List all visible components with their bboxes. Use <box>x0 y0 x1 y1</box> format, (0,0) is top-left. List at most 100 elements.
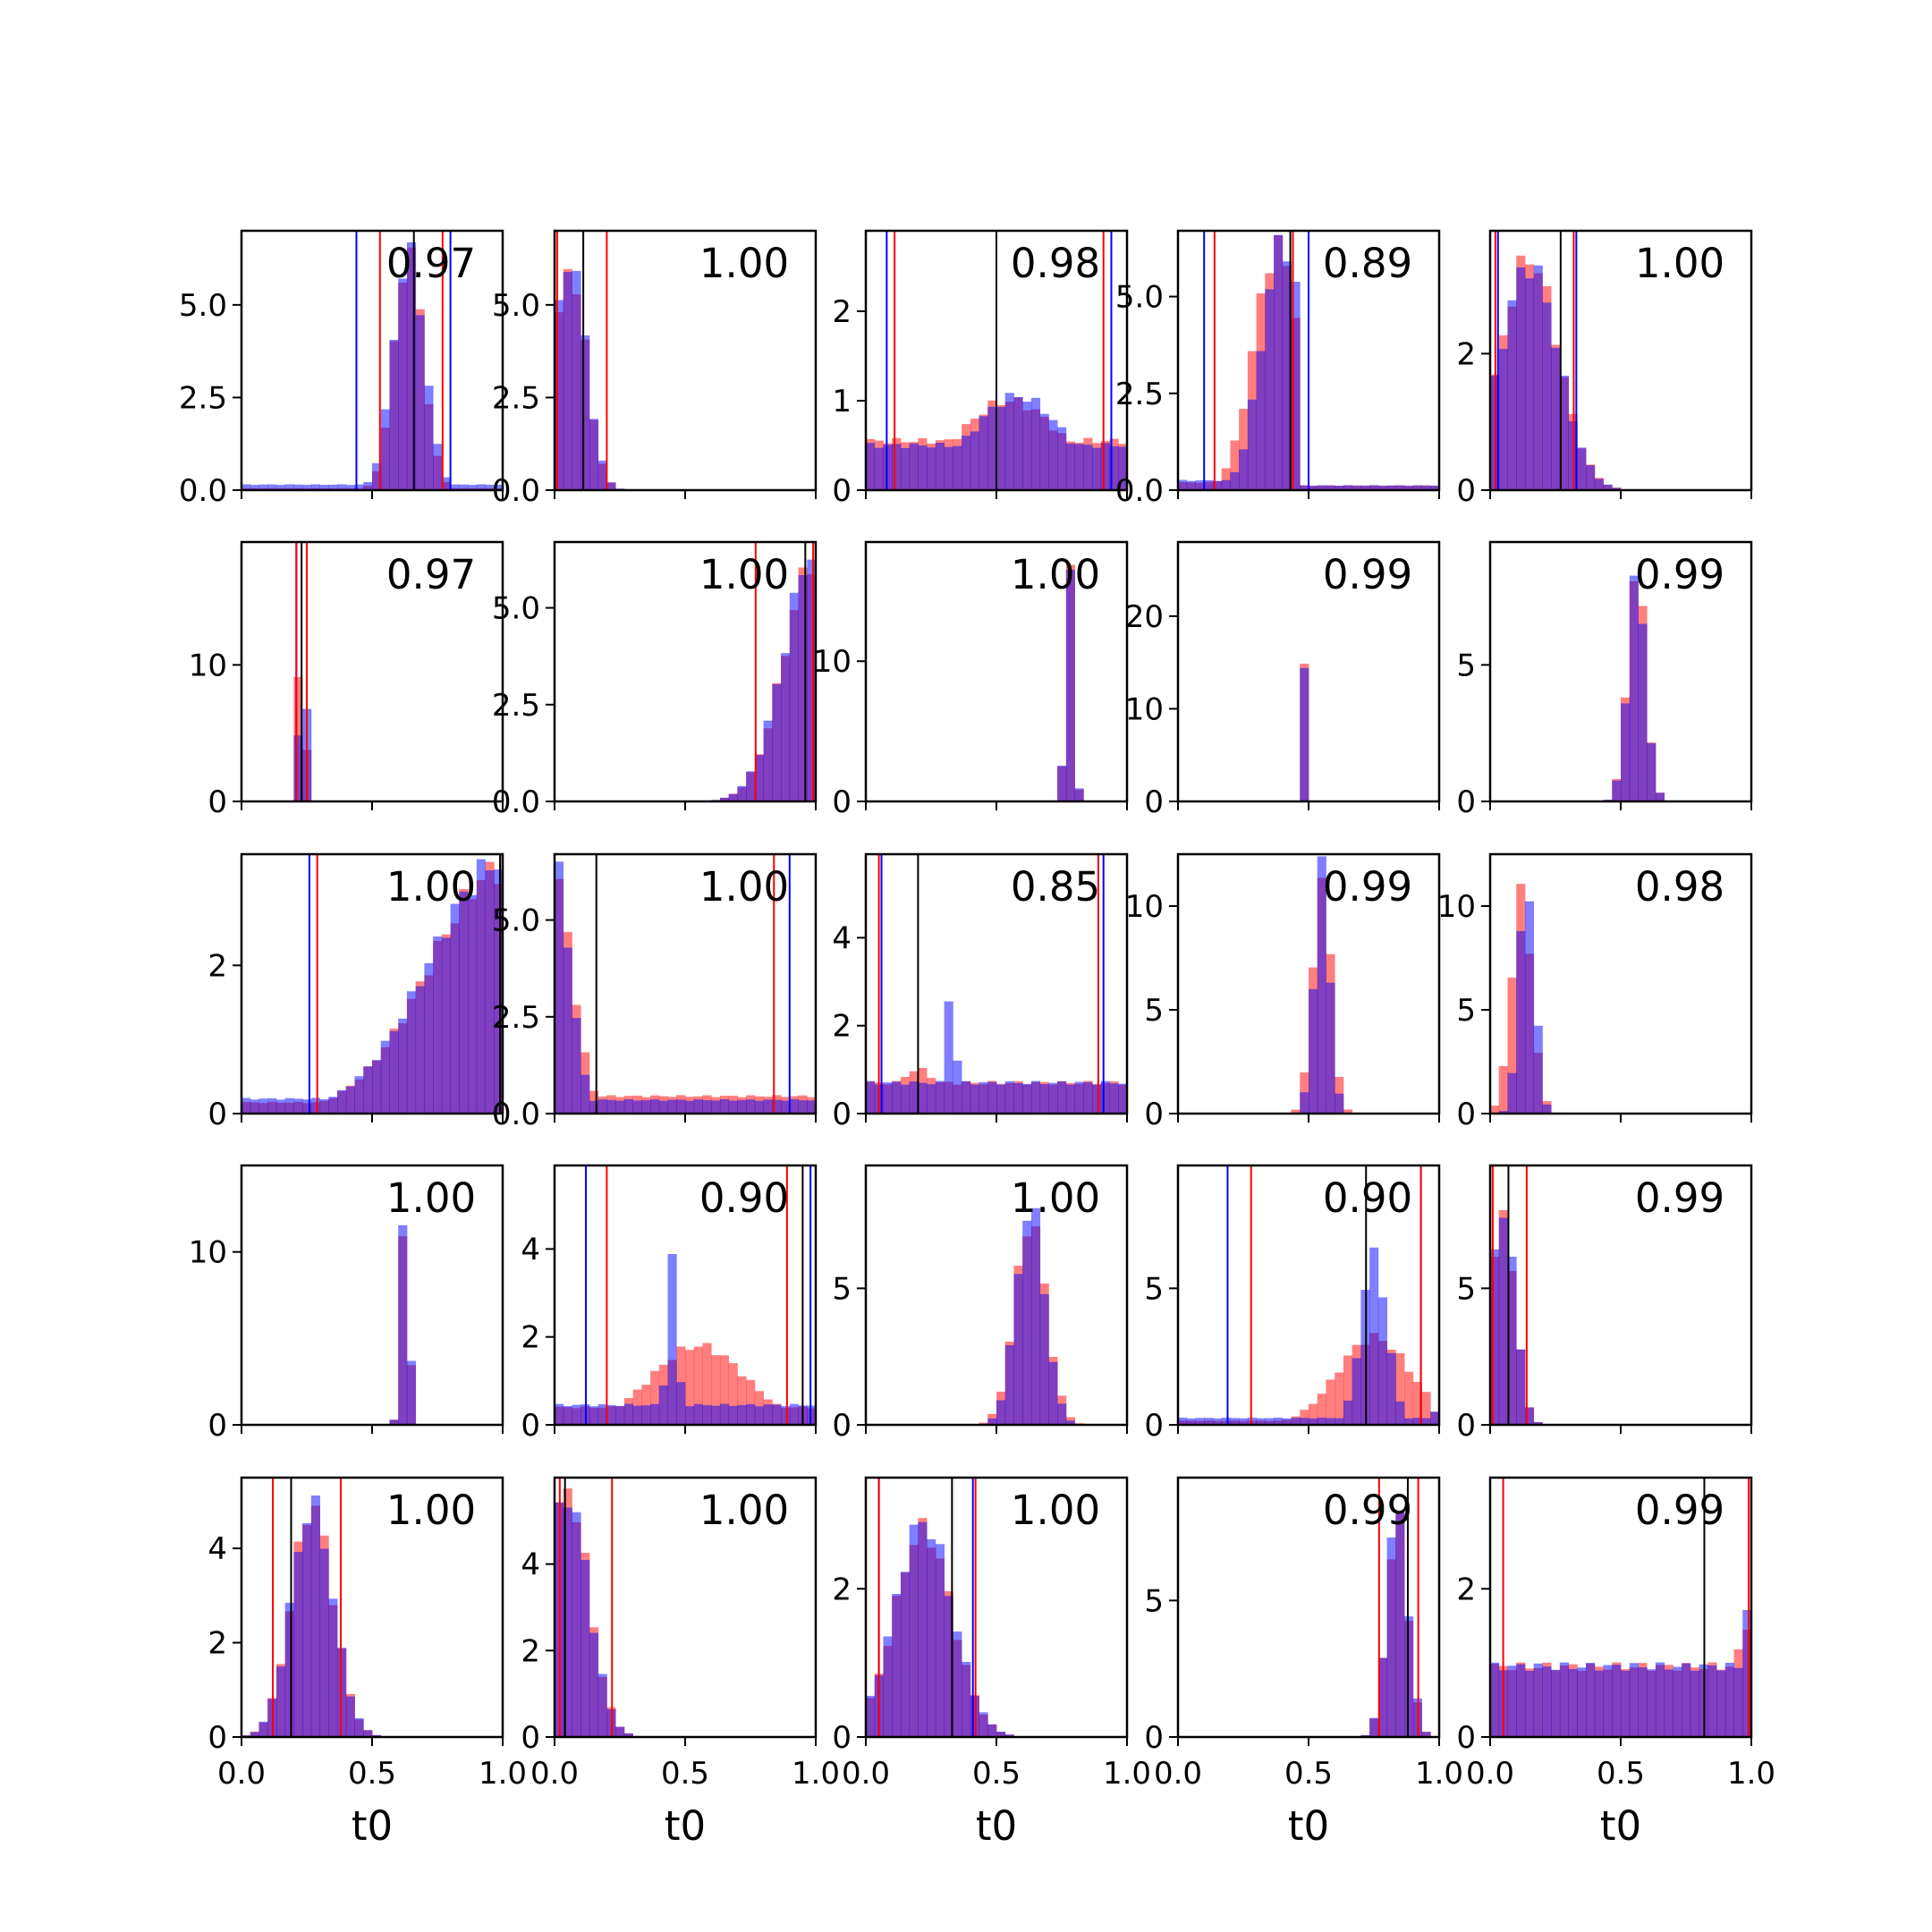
blue-histogram-bar <box>1377 486 1387 490</box>
blue-histogram-bar <box>1256 1418 1266 1425</box>
blue-histogram-bar <box>1239 449 1249 490</box>
blue-histogram-bar <box>1655 1662 1665 1737</box>
blue-histogram-bar <box>1309 988 1318 1114</box>
blue-histogram-bar <box>389 1030 399 1114</box>
panel-5-2: 1.00 0 2 4 0.0 0.5 1.0 t0 <box>521 1476 840 1850</box>
x-tick-label: 0.0 <box>1466 1756 1514 1792</box>
panel-4-4: 0.90 0 5 <box>1144 1164 1441 1444</box>
panel-annotation: 1.00 <box>1011 1487 1100 1534</box>
blue-histogram-bar <box>476 859 486 1114</box>
blue-histogram-bar <box>1118 1083 1128 1114</box>
blue-histogram-bar <box>1074 1081 1084 1114</box>
blue-histogram-bar <box>1274 1417 1284 1425</box>
blue-histogram-bar <box>1118 446 1128 490</box>
blue-histogram-bar <box>1074 444 1084 490</box>
blue-histogram-bar <box>1343 485 1353 490</box>
blue-histogram-bar <box>293 735 303 801</box>
blue-histogram-bar <box>1109 1083 1119 1114</box>
y-tick-label: 0.0 <box>492 784 540 820</box>
blue-histogram-bar <box>1057 1080 1067 1114</box>
blue-histogram-bar <box>1230 471 1240 490</box>
blue-histogram-bar <box>337 484 347 490</box>
blue-histogram-bar <box>1707 1665 1717 1737</box>
panel-4-3: 1.00 0 5 <box>832 1164 1129 1444</box>
y-tick-label: 0 <box>832 1408 852 1444</box>
blue-histogram-bar <box>485 484 495 490</box>
blue-histogram-bar <box>1673 1666 1682 1737</box>
y-tick-label: 2.5 <box>492 688 540 724</box>
y-tick-label: 5.0 <box>1115 280 1164 316</box>
blue-histogram-bar <box>737 1099 747 1114</box>
panel-5-4: 0.99 0 5 0.0 0.5 1.0 t0 <box>1144 1476 1463 1850</box>
blue-histogram-bar <box>1178 479 1188 490</box>
blue-histogram-bar <box>1282 261 1292 490</box>
blue-histogram-bar <box>883 1636 893 1737</box>
blue-histogram-bar <box>772 1404 782 1425</box>
blue-histogram-bar <box>1733 1667 1743 1737</box>
blue-histogram-bar <box>658 1100 668 1114</box>
panel-2-5: 0.99 0 5 <box>1456 540 1753 820</box>
blue-histogram-bar <box>1386 1537 1396 1737</box>
y-tick-label: 2.5 <box>492 380 540 416</box>
blue-histogram-bar <box>1369 485 1379 490</box>
blue-histogram-bar <box>1178 1417 1188 1425</box>
blue-histogram-bar <box>1221 479 1231 490</box>
blue-histogram-bar <box>970 431 979 490</box>
blue-histogram-bar <box>1682 1663 1691 1737</box>
blue-histogram-bar <box>555 1403 564 1425</box>
blue-histogram-bar <box>1352 486 1361 490</box>
blue-histogram-bar <box>1421 485 1431 490</box>
blue-histogram-bar <box>1247 1417 1257 1425</box>
red-histogram-bar <box>1343 1109 1353 1114</box>
blue-histogram-bar <box>676 1099 686 1114</box>
blue-histogram-bar <box>1221 1418 1231 1425</box>
blue-histogram-bar <box>1048 1361 1058 1425</box>
blue-histogram-bar <box>918 445 928 490</box>
y-tick-label: 10 <box>1125 889 1164 925</box>
y-tick-label: 4 <box>521 1232 540 1267</box>
blue-histogram-bar <box>319 485 329 490</box>
blue-histogram-bar <box>754 755 764 801</box>
blue-histogram-bar <box>1516 1664 1526 1737</box>
blue-histogram-bar <box>632 1100 642 1114</box>
red-histogram-bar <box>1309 1403 1318 1425</box>
panel-3-5: 0.98 0 5 10 <box>1437 852 1753 1132</box>
y-tick-label: 10 <box>813 644 852 680</box>
blue-histogram-bar <box>354 484 364 490</box>
blue-histogram-bar <box>1057 766 1067 801</box>
blue-histogram-bar <box>1724 1662 1734 1737</box>
blue-histogram-bar <box>650 1403 660 1425</box>
y-tick-label: 5 <box>1456 993 1476 1029</box>
blue-histogram-bar <box>459 484 469 490</box>
blue-histogram-bar <box>1083 445 1093 490</box>
blue-histogram-bar <box>1507 300 1517 490</box>
y-tick-label: 2 <box>521 1633 540 1669</box>
red-histogram-bar <box>1291 1109 1301 1114</box>
blue-histogram-bar <box>310 1496 320 1737</box>
blue-histogram-bar <box>589 1632 599 1737</box>
blue-histogram-bar <box>763 1099 773 1114</box>
blue-histogram-bar <box>302 1522 312 1737</box>
panel-1-4: 0.89 0.0 2.5 5.0 <box>1115 229 1441 509</box>
blue-histogram-bar <box>615 1100 625 1114</box>
blue-histogram-bar <box>807 1100 817 1114</box>
blue-histogram-bar <box>1039 1293 1049 1425</box>
panel-annotation: 0.99 <box>1635 1487 1724 1534</box>
blue-histogram-bar <box>979 1712 988 1737</box>
blue-histogram-bar <box>1559 1662 1569 1737</box>
blue-histogram-bar <box>433 936 443 1114</box>
blue-histogram-bar <box>1004 1080 1014 1114</box>
blue-histogram-bar <box>807 1405 817 1425</box>
red-histogram-bar <box>641 1385 651 1425</box>
blue-histogram-bar <box>424 386 434 490</box>
panel-annotation: 0.85 <box>1011 863 1100 911</box>
blue-histogram-bar <box>1335 1093 1344 1114</box>
blue-histogram-bar <box>1577 1667 1587 1737</box>
blue-histogram-bar <box>1524 278 1535 490</box>
x-tick-label: 0.0 <box>217 1756 266 1792</box>
y-tick-label: 2 <box>1456 336 1476 372</box>
blue-histogram-bar <box>944 446 953 490</box>
blue-histogram-bar <box>1239 1418 1249 1425</box>
red-histogram-bar <box>1335 1372 1344 1425</box>
